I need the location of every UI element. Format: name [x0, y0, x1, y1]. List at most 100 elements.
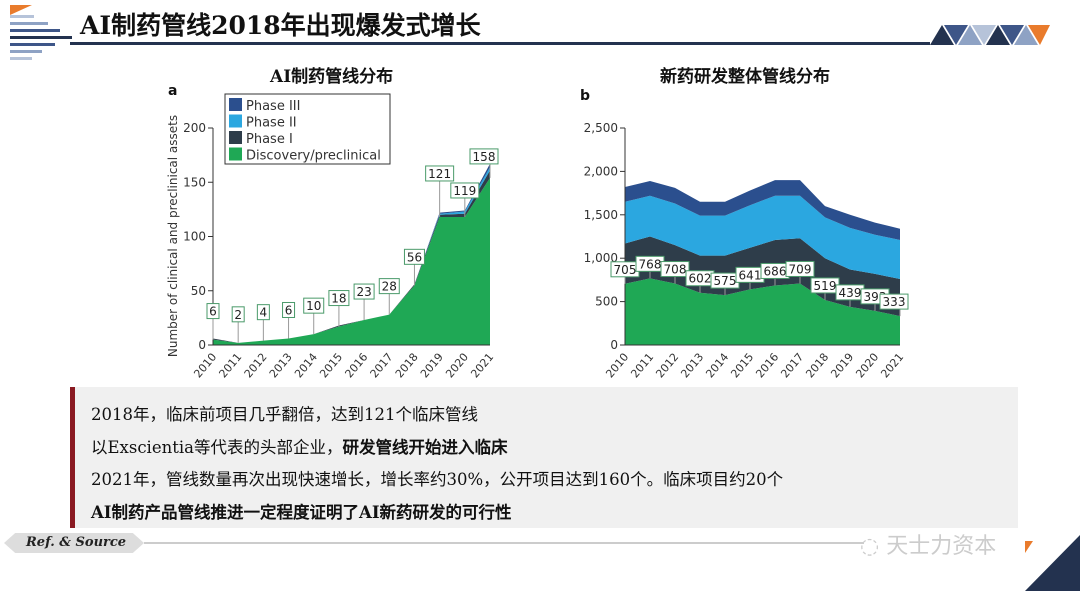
data-label: 705 — [614, 263, 637, 277]
data-label: 28 — [382, 280, 397, 294]
data-label: 602 — [689, 272, 712, 286]
data-label-box — [353, 283, 375, 300]
data-label-box — [303, 297, 325, 314]
data-label-box — [231, 306, 245, 323]
data-label: 121 — [428, 167, 451, 181]
x-tick-label: 2011 — [217, 351, 245, 381]
data-label: 768 — [639, 257, 662, 271]
y-tick-label: 2,500 — [584, 121, 618, 135]
x-tick-label: 2016 — [753, 351, 781, 381]
triangle-decoration — [930, 25, 1050, 45]
summary-notes: 2018年，临床前项目几乎翻倍，达到121个临床管线 以Exscientia等代… — [70, 387, 1018, 528]
y-tick-label: 1,000 — [584, 251, 618, 265]
data-label-box — [328, 290, 350, 307]
legend-swatch — [229, 98, 242, 111]
data-label-box — [469, 148, 499, 165]
corner-decoration — [1025, 535, 1080, 591]
y-tick-label: 100 — [183, 230, 206, 244]
x-tick-label: 2010 — [191, 351, 219, 381]
y-tick-label: 150 — [183, 175, 206, 189]
legend-label: Phase I — [246, 132, 293, 147]
data-label: 119 — [453, 184, 476, 198]
footer-divider — [144, 542, 864, 544]
data-label: 158 — [473, 150, 496, 164]
data-label-box — [256, 304, 270, 321]
area-phase-ii — [625, 195, 900, 280]
data-label: 6 — [209, 305, 217, 319]
data-label: 641 — [739, 268, 762, 282]
data-label-box — [282, 301, 296, 318]
legend-label: Phase III — [246, 99, 300, 114]
x-tick-label: 2018 — [803, 351, 831, 381]
watermark: ◌ 天士力资本 — [860, 528, 996, 560]
data-label-box — [403, 248, 425, 265]
x-tick-label: 2017 — [778, 351, 806, 381]
note-line-2-bold: 研发管线开始进入临床 — [342, 437, 508, 457]
note-line-4-bold: AI制药产品管线推进一定程度证明了AI新药研发的可行性 — [91, 502, 512, 522]
x-tick-label: 2021 — [468, 351, 496, 381]
x-tick-label: 2018 — [393, 351, 421, 381]
x-tick-label: 2014 — [292, 351, 320, 381]
title-divider — [70, 42, 930, 45]
x-tick-label: 2012 — [653, 351, 681, 381]
data-label-box — [785, 260, 815, 277]
data-label: 4 — [260, 306, 268, 320]
note-line-1: 2018年，临床前项目几乎翻倍，达到121个临床管线 — [91, 405, 478, 424]
data-label: 708 — [664, 263, 687, 277]
chart-a-title: AI制药管线分布 — [270, 67, 394, 87]
area-discovery-preclinical — [625, 278, 900, 345]
data-label-box — [378, 278, 400, 295]
data-label-box — [660, 261, 690, 278]
note-line-2-text: 以Exscientia等代表的头部企业， — [91, 437, 343, 457]
y-tick-label: 500 — [595, 295, 618, 309]
area-discovery-preclinical — [213, 177, 490, 345]
legend-swatch — [229, 131, 242, 144]
panel-label: a — [168, 83, 177, 99]
data-label: 519 — [814, 279, 837, 293]
panel-label: b — [580, 88, 590, 104]
data-label-box — [879, 293, 909, 310]
data-label: 686 — [764, 264, 787, 278]
data-label: 6 — [285, 303, 293, 317]
x-tick-label: 2019 — [828, 351, 856, 381]
data-label: 23 — [356, 285, 371, 299]
ref-source-tag: Ref. & Source — [4, 533, 144, 553]
x-tick-label: 2015 — [728, 351, 756, 381]
x-tick-label: 2015 — [317, 351, 345, 381]
data-label: 575 — [714, 274, 737, 288]
note-line-3: 2021年，管线数量再次出现快速增长，增长率约30%，公开项目达到160个。临床… — [91, 470, 784, 489]
page-title: AI制药管线2018年出现爆发式增长 — [80, 11, 481, 40]
data-label: 439 — [839, 286, 862, 300]
note-line-4: AI制药产品管线推进一定程度证明了AI新药研发的可行性 — [91, 497, 1018, 530]
x-tick-label: 2011 — [628, 351, 656, 381]
x-tick-label: 2013 — [267, 351, 295, 381]
y-tick-label: 0 — [198, 338, 206, 352]
data-label: 10 — [306, 299, 321, 313]
y-tick-label: 0 — [610, 338, 618, 352]
data-label: 709 — [789, 262, 812, 276]
watermark-text: 天士力资本 — [886, 534, 997, 559]
x-tick-label: 2010 — [603, 351, 631, 381]
data-label: 18 — [331, 292, 346, 306]
legend-label: Discovery/preclinical — [246, 149, 381, 164]
chart-b: 0 500 1,000 1,500 2,000 2,500 2010201120122013… — [580, 88, 909, 381]
data-label-box — [425, 165, 455, 182]
x-tick-label: 2017 — [368, 351, 396, 381]
data-label-box — [206, 303, 220, 320]
data-label: 56 — [407, 250, 422, 264]
legend-label: Phase II — [246, 116, 297, 131]
x-tick-label: 2021 — [878, 351, 906, 381]
x-tick-label: 2013 — [678, 351, 706, 381]
x-tick-label: 2016 — [342, 351, 370, 381]
x-tick-label: 2020 — [443, 351, 471, 381]
x-tick-label: 2020 — [853, 351, 881, 381]
data-label: 333 — [883, 295, 906, 309]
chart-a: 0 50 100 150 200 2010201120122013201420152016… — [166, 83, 499, 381]
area-phase-iii — [625, 180, 900, 240]
y-tick-label: 1,500 — [584, 208, 618, 222]
y-tick-label: 200 — [183, 121, 206, 135]
x-tick-label: 2012 — [242, 351, 270, 381]
wechat-icon: ◌ — [860, 534, 887, 559]
x-tick-label: 2019 — [418, 351, 446, 381]
y-tick-label: 50 — [191, 284, 206, 298]
